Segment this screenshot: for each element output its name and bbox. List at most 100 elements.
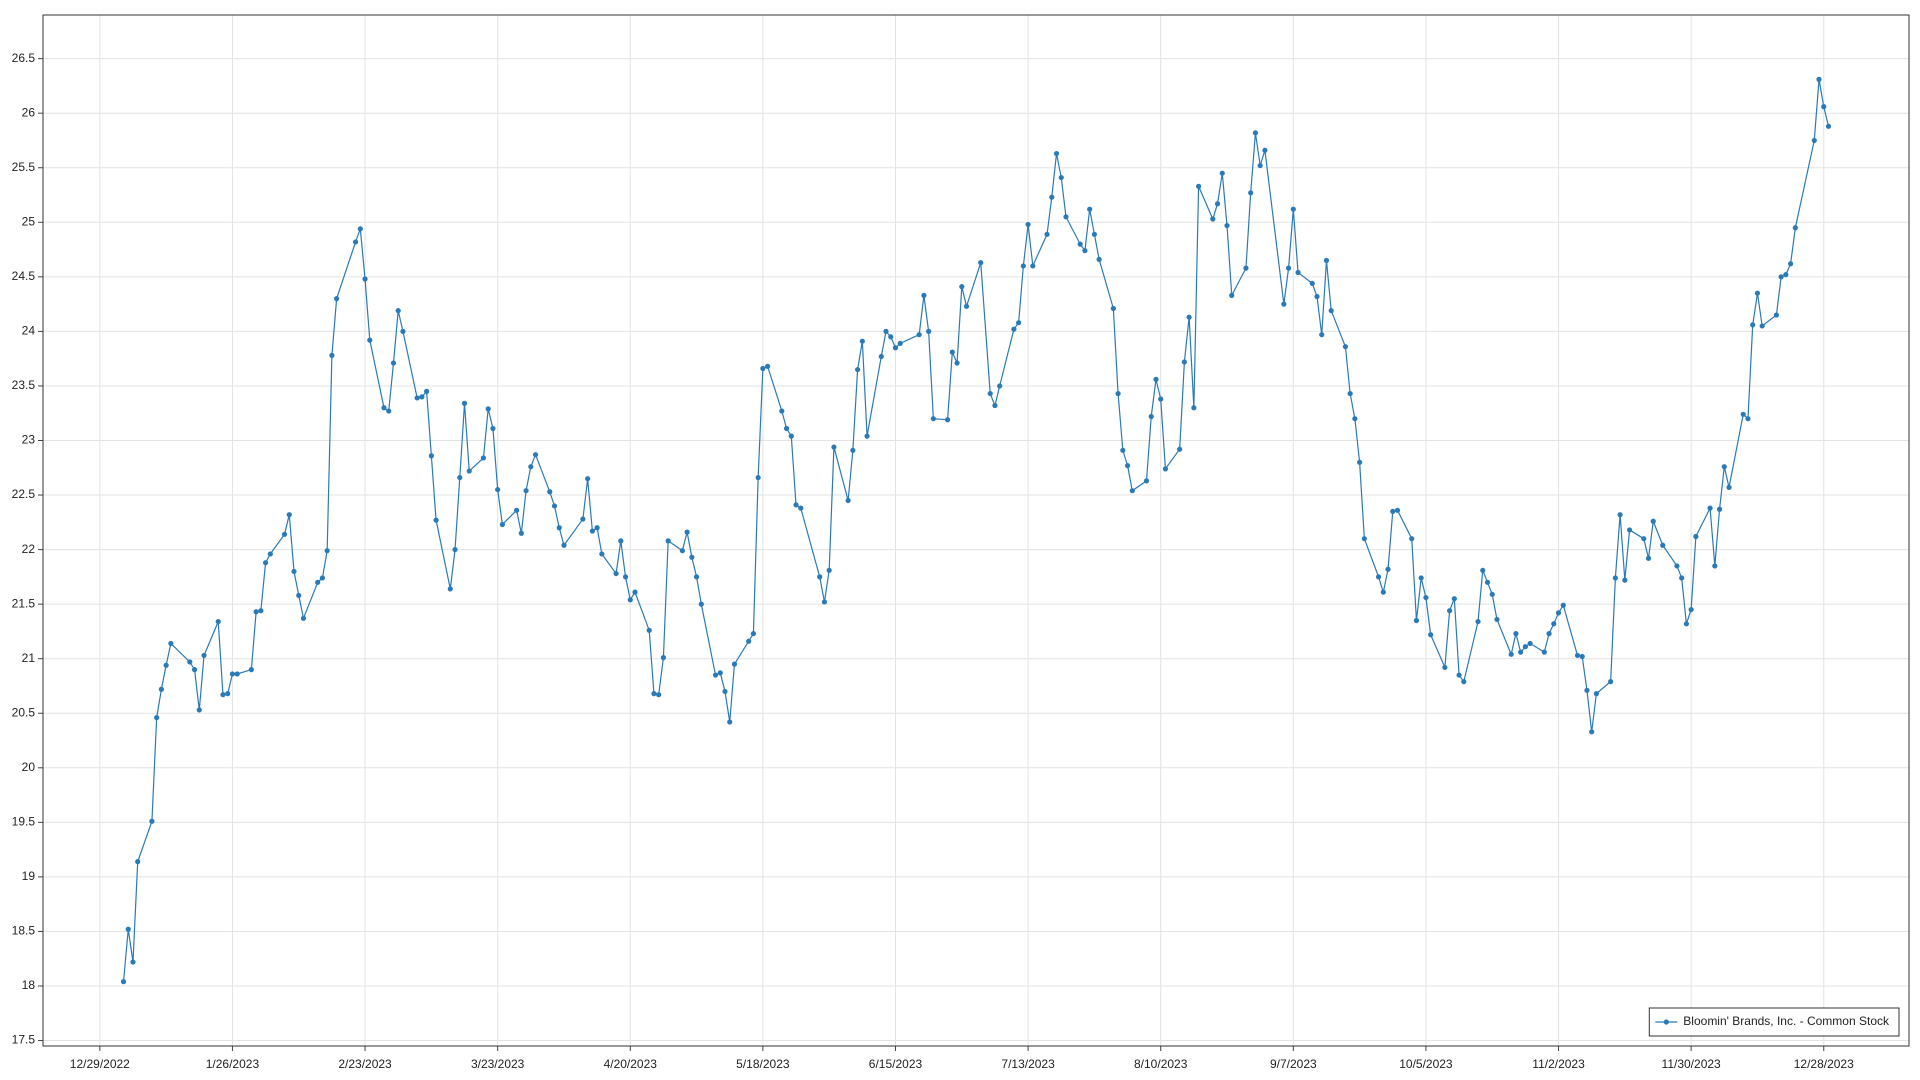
point bbox=[978, 260, 984, 266]
point bbox=[381, 405, 387, 411]
y-tick-label: 19 bbox=[22, 869, 36, 883]
y-tick-label: 26 bbox=[22, 105, 36, 119]
point bbox=[1489, 591, 1495, 597]
point bbox=[1423, 594, 1429, 601]
point bbox=[1811, 137, 1817, 144]
point bbox=[1773, 312, 1779, 318]
point bbox=[461, 400, 468, 406]
x-tick-label: 12/28/2023 bbox=[1794, 1057, 1854, 1071]
y-tick-label: 22 bbox=[22, 542, 36, 556]
point bbox=[485, 406, 491, 412]
point bbox=[1641, 536, 1647, 542]
point bbox=[1082, 248, 1088, 254]
line bbox=[122, 79, 1830, 982]
point bbox=[722, 688, 728, 695]
point bbox=[1357, 459, 1363, 465]
point bbox=[490, 425, 496, 432]
point bbox=[1077, 241, 1083, 247]
point bbox=[594, 525, 600, 531]
point bbox=[1087, 206, 1093, 212]
point bbox=[618, 538, 624, 544]
point bbox=[1352, 416, 1358, 422]
point bbox=[300, 615, 307, 621]
point bbox=[1011, 326, 1017, 332]
point bbox=[949, 349, 955, 355]
point bbox=[1527, 640, 1533, 647]
x-tick-label: 2/23/2023 bbox=[338, 1057, 392, 1071]
point bbox=[854, 366, 861, 373]
point bbox=[390, 360, 397, 366]
point bbox=[234, 671, 240, 677]
point bbox=[163, 662, 169, 668]
point bbox=[627, 597, 633, 603]
point bbox=[1560, 602, 1566, 608]
point bbox=[1413, 617, 1420, 624]
point bbox=[499, 521, 505, 528]
point bbox=[864, 433, 870, 439]
point bbox=[215, 618, 221, 625]
point bbox=[1262, 147, 1268, 153]
point bbox=[1044, 231, 1050, 237]
point bbox=[883, 328, 889, 334]
point bbox=[613, 570, 619, 577]
point bbox=[1049, 194, 1055, 200]
point bbox=[395, 308, 401, 314]
point bbox=[1214, 201, 1221, 207]
point bbox=[1285, 265, 1292, 271]
x-tick-label: 10/5/2023 bbox=[1399, 1057, 1453, 1071]
point bbox=[1091, 231, 1098, 237]
point bbox=[334, 296, 340, 302]
point bbox=[987, 390, 993, 397]
point bbox=[1759, 323, 1765, 329]
point bbox=[755, 474, 761, 481]
point bbox=[1546, 631, 1552, 637]
point bbox=[1385, 566, 1391, 572]
point bbox=[1158, 396, 1164, 402]
point bbox=[1456, 672, 1462, 678]
point bbox=[1626, 527, 1633, 533]
point bbox=[433, 517, 439, 523]
point bbox=[1475, 618, 1481, 625]
point bbox=[712, 672, 719, 678]
point bbox=[1295, 269, 1301, 276]
point bbox=[646, 627, 652, 633]
point bbox=[1129, 488, 1135, 494]
point bbox=[1693, 533, 1699, 540]
point bbox=[1257, 162, 1263, 169]
point bbox=[1612, 575, 1618, 581]
x-tick-label: 11/2/2023 bbox=[1532, 1057, 1585, 1071]
point bbox=[1821, 104, 1827, 110]
point bbox=[1323, 257, 1330, 264]
point bbox=[196, 707, 202, 713]
point bbox=[225, 691, 231, 697]
point bbox=[523, 488, 529, 494]
point bbox=[1020, 263, 1026, 269]
point bbox=[1660, 542, 1666, 548]
point bbox=[419, 394, 425, 400]
point bbox=[859, 338, 865, 344]
point bbox=[1622, 577, 1628, 583]
x-tick-label: 3/23/2023 bbox=[471, 1057, 525, 1071]
x-tick-label: 4/20/2023 bbox=[604, 1057, 658, 1071]
point bbox=[1191, 405, 1197, 411]
point bbox=[1707, 505, 1713, 511]
point bbox=[1030, 263, 1036, 269]
point bbox=[452, 546, 458, 553]
y-tick-label: 21.5 bbox=[12, 596, 36, 610]
point bbox=[1555, 610, 1562, 616]
point bbox=[1792, 225, 1798, 231]
point bbox=[1816, 76, 1822, 82]
point bbox=[315, 579, 321, 585]
point bbox=[930, 416, 936, 422]
point bbox=[1224, 222, 1230, 229]
point bbox=[466, 468, 472, 474]
point bbox=[1754, 290, 1761, 296]
point bbox=[845, 497, 851, 504]
point bbox=[693, 574, 700, 580]
point bbox=[1063, 214, 1069, 220]
point bbox=[1783, 272, 1789, 278]
point bbox=[1518, 649, 1524, 655]
point bbox=[1347, 390, 1353, 397]
point bbox=[1409, 536, 1415, 542]
